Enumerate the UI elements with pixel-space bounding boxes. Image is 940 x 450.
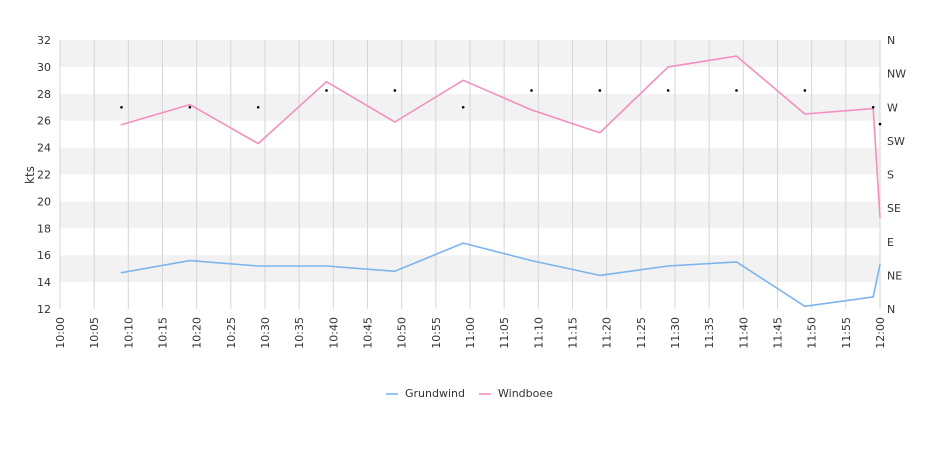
- x-tick-label: 10:45: [362, 317, 375, 349]
- direction-tick-label: E: [887, 236, 894, 249]
- y-tick-label: 18: [37, 222, 51, 235]
- y-tick-label: 32: [37, 34, 51, 47]
- x-tick-label: 11:25: [635, 317, 648, 349]
- x-tick-label: 12:00: [874, 317, 887, 349]
- direction-point: [530, 89, 533, 92]
- direction-point: [188, 105, 192, 109]
- direction-point: [256, 105, 260, 109]
- y-tick-label: 26: [37, 115, 51, 128]
- y-axis-label: kts: [23, 166, 37, 184]
- direction-tick-label: SW: [887, 135, 905, 148]
- x-tick-label: 11:50: [806, 317, 819, 349]
- y-tick-label: 20: [37, 195, 51, 208]
- x-tick-label: 10:50: [396, 317, 409, 349]
- direction-tick-label: W: [887, 101, 898, 114]
- direction-point: [735, 89, 738, 92]
- direction-point: [666, 89, 670, 92]
- x-tick-label: 11:35: [703, 317, 716, 349]
- y-axis-ticks: 12 14 16 18 20 22 24 26 28 30 32: [37, 34, 51, 316]
- y-tick-label: 22: [37, 169, 51, 182]
- x-tick-label: 10:05: [88, 317, 101, 349]
- direction-point: [598, 89, 602, 92]
- x-tick-label: 11:20: [601, 317, 614, 349]
- y-tick-label: 28: [37, 88, 51, 101]
- x-tick-label: 10:40: [327, 317, 340, 349]
- vertical-gridlines: [59, 40, 881, 309]
- legend-label[interactable]: Grundwind: [405, 387, 465, 400]
- x-tick-label: 10:25: [225, 317, 238, 349]
- direction-point: [325, 89, 328, 92]
- direction-point: [871, 105, 875, 109]
- x-tick-label: 10:15: [157, 317, 170, 349]
- y-tick-label: 30: [37, 61, 51, 74]
- x-tick-label: 11:45: [772, 317, 785, 349]
- y-tick-label: 24: [37, 142, 51, 155]
- direction-point: [803, 89, 807, 92]
- x-tick-label: 11:15: [567, 317, 580, 349]
- x-tick-label: 11:05: [498, 317, 511, 349]
- direction-point: [393, 89, 397, 92]
- direction-axis-ticks: N NE E SE S SW W NW N: [887, 34, 906, 316]
- x-tick-label: 11:55: [840, 317, 853, 349]
- legend: Grundwind Windboee: [386, 387, 553, 400]
- direction-tick-label: N: [887, 34, 895, 47]
- x-tick-label: 10:35: [293, 317, 306, 349]
- direction-tick-label: S: [887, 169, 894, 182]
- x-tick-label: 10:20: [191, 317, 204, 349]
- direction-point: [878, 122, 882, 126]
- series-line-windboee: [120, 55, 881, 219]
- x-tick-label: 11:10: [532, 317, 545, 349]
- series-line-grundwind: [120, 242, 881, 308]
- legend-label[interactable]: Windboee: [498, 387, 553, 400]
- x-tick-label: 10:00: [54, 317, 67, 349]
- series-lines: [120, 55, 881, 308]
- x-tick-label: 11:30: [669, 317, 682, 349]
- direction-points: [120, 89, 882, 126]
- direction-point: [461, 105, 465, 109]
- x-tick-label: 10:10: [122, 317, 135, 349]
- direction-tick-label: NE: [887, 269, 902, 282]
- y-tick-label: 12: [37, 303, 51, 316]
- y-tick-label: 16: [37, 249, 51, 262]
- x-tick-label: 11:40: [737, 317, 750, 349]
- direction-tick-label: N: [887, 303, 895, 316]
- direction-point: [120, 105, 123, 109]
- x-tick-label: 11:00: [464, 317, 477, 349]
- x-tick-label: 10:30: [259, 317, 272, 349]
- direction-tick-label: SE: [887, 202, 901, 215]
- x-tick-label: 10:55: [430, 317, 443, 349]
- y-tick-label: 14: [37, 276, 51, 289]
- direction-tick-label: NW: [887, 68, 906, 81]
- x-axis-ticks: 10:00 10:05 10:10 10:15 10:20 10:25 10:30 10:35…: [54, 317, 887, 349]
